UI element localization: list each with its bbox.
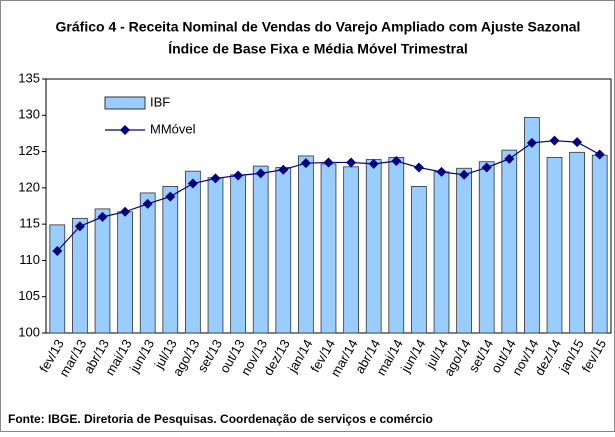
y-tick-label: 110: [19, 252, 40, 267]
marker: [368, 158, 379, 169]
marker: [120, 206, 131, 217]
marker: [504, 153, 515, 164]
marker: [210, 173, 221, 184]
bar: [72, 217, 88, 334]
bar: [139, 192, 156, 334]
y-tick-label: 135: [18, 70, 40, 85]
bar: [591, 154, 608, 334]
marker: [391, 156, 402, 167]
bar: [501, 149, 518, 334]
marker: [346, 157, 357, 168]
legend-label: IBF: [150, 94, 170, 109]
y-tick-label: 120: [18, 179, 40, 194]
marker: [142, 198, 153, 209]
marker: [572, 137, 583, 148]
bar: [388, 156, 405, 334]
source: Fonte: IBGE. Diretoria de Pesquisas. Coo…: [8, 412, 433, 426]
marker: [300, 158, 311, 169]
marker: [278, 164, 289, 175]
marker: [549, 135, 560, 146]
marker: [436, 166, 447, 177]
y-tick-label: 125: [18, 143, 40, 158]
bar: [524, 117, 540, 334]
bar: [456, 167, 472, 334]
chart-title: Gráfico 4 - Receita Nominal de Vendas do…: [56, 19, 581, 35]
bar: [546, 156, 563, 334]
bar: [320, 163, 337, 334]
bar: [365, 159, 382, 334]
marker: [187, 178, 198, 189]
marker: [526, 137, 537, 148]
bar: [298, 155, 314, 334]
bar: [162, 186, 179, 334]
y-tick-label: 100: [18, 324, 40, 339]
bar: [94, 208, 111, 334]
y-tick-label: 115: [19, 216, 40, 231]
marker: [165, 191, 176, 202]
bar: [252, 165, 269, 334]
chart-subtitle: Índice de Base Fixa e Média Móvel Trimes…: [168, 41, 468, 57]
marker: [594, 149, 605, 160]
bar: [433, 171, 450, 334]
marker: [481, 162, 492, 173]
y-tick-label: 130: [18, 107, 40, 122]
marker: [255, 168, 266, 179]
legend-swatch: [104, 96, 146, 110]
legend-marker: [120, 125, 130, 135]
marker: [459, 169, 470, 180]
bar: [569, 151, 585, 334]
marker: [97, 211, 108, 222]
legend-label: MMóvel: [150, 121, 196, 136]
bar: [207, 177, 224, 334]
marker: [52, 245, 63, 256]
y-tick-label: 105: [18, 288, 40, 303]
bar: [275, 167, 292, 334]
marker: [74, 221, 85, 232]
bar: [185, 170, 201, 334]
marker: [413, 162, 424, 173]
bar: [478, 161, 495, 334]
marker: [233, 170, 244, 181]
bar: [411, 186, 427, 334]
bar: [343, 166, 359, 334]
bar: [230, 174, 246, 334]
marker: [323, 157, 334, 168]
bar: [117, 211, 133, 334]
bar: [49, 224, 66, 334]
